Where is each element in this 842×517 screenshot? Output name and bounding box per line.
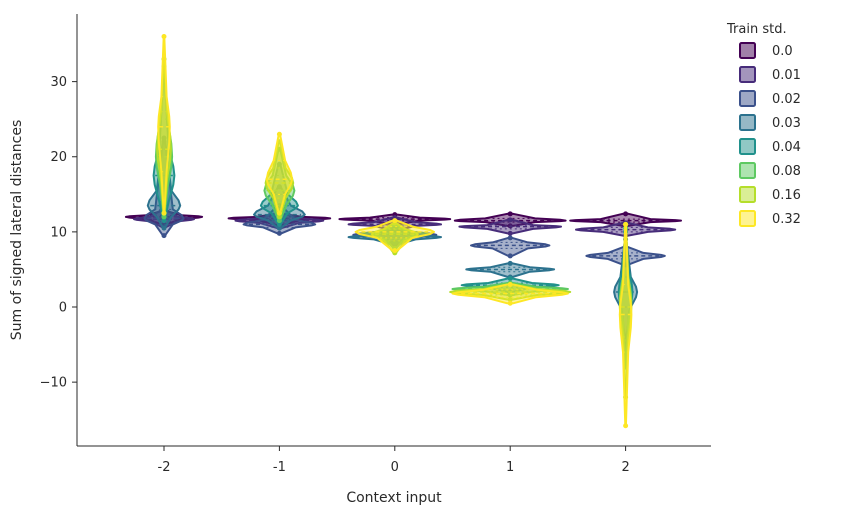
legend-item[interactable]: 0.0 [739,42,793,59]
plot-area [124,34,682,429]
y-tick-label: 20 [50,150,67,165]
min-point [276,221,282,227]
max-point [161,135,167,141]
y-tick-label: 0 [59,301,67,316]
legend-label: 0.16 [772,188,801,203]
legend-swatch [739,42,756,59]
legend-label: 0.0 [772,44,793,59]
legend-item[interactable]: 0.03 [739,114,801,131]
min-point [507,296,513,302]
legend-swatch [739,210,756,227]
min-point [623,423,629,429]
y-tick-label: 10 [50,225,67,240]
x-tick-label: -1 [273,460,286,475]
max-point [276,184,282,190]
x-tick-label: 0 [391,460,399,475]
max-point [276,161,282,167]
x-axis-title: Context input [346,490,442,506]
min-point [507,300,513,306]
max-point [623,211,629,217]
legend-title: Train std. [726,22,787,37]
legend-item[interactable]: 0.02 [739,90,801,107]
max-point [507,275,513,281]
legend-label: 0.03 [772,116,801,131]
legend-item[interactable]: 0.01 [739,66,801,83]
legend-label: 0.32 [772,212,801,227]
y-axis-title: Sum of signed lateral distances [9,120,25,341]
legend-item[interactable]: 0.16 [739,186,801,203]
min-point [276,225,282,231]
legend: Train std. 0.0 0.01 0.02 0.03 0.04 0.08 0.16 0.… [726,22,801,227]
legend-swatch [739,138,756,155]
min-point [161,225,167,231]
min-point [276,210,282,216]
x-axis: -2 -1 0 1 2 [77,445,711,475]
min-point [276,214,282,220]
y-tick-label: 30 [50,75,67,90]
max-point [507,260,513,266]
series-0.32 [157,34,633,429]
min-point [161,210,167,216]
legend-label: 0.02 [772,92,801,107]
series-0.02 [143,139,666,268]
legend-label: 0.04 [772,140,801,155]
legend-swatch [739,66,756,83]
y-axis: −10 0 10 20 30 [40,14,78,446]
max-point [276,131,282,137]
min-point [161,218,167,224]
max-point [623,221,629,227]
max-point [392,218,398,224]
min-point [161,233,167,239]
x-tick-label: 2 [621,460,629,475]
max-point [507,217,513,223]
min-point [392,248,398,254]
max-point [507,211,513,217]
legend-label: 0.01 [772,68,801,83]
legend-item[interactable]: 0.08 [739,162,801,179]
min-point [507,253,513,259]
max-point [507,235,513,241]
legend-swatch [739,90,756,107]
x-tick-label: -2 [158,460,171,475]
legend-item[interactable]: 0.04 [739,138,801,155]
legend-label: 0.08 [772,164,801,179]
legend-swatch [739,162,756,179]
legend-swatch [739,186,756,203]
x-tick-label: 1 [506,460,514,475]
min-point [276,230,282,236]
min-point [161,214,167,220]
violin-mark [470,236,551,257]
legend-swatch [739,114,756,131]
max-point [161,34,167,40]
min-point [507,230,513,236]
legend-item[interactable]: 0.32 [739,210,801,227]
min-point [392,240,398,246]
min-point [276,218,282,224]
y-tick-label: −10 [40,376,67,391]
max-point [507,281,513,287]
